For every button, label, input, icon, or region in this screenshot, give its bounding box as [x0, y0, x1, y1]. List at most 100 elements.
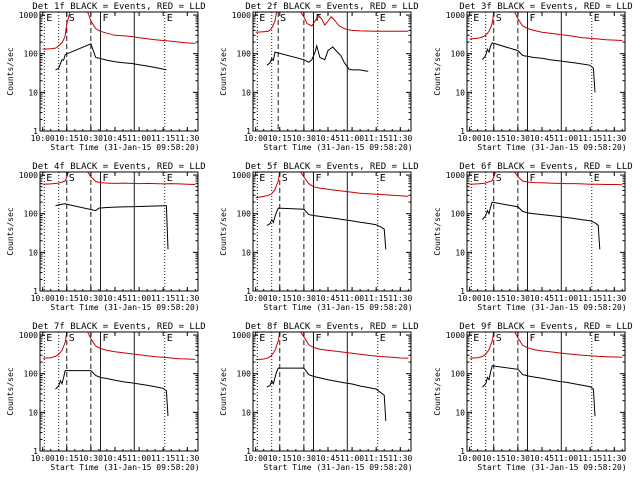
x-tick-label: 11:30: [175, 454, 199, 463]
event-marker-label: E: [167, 173, 173, 184]
x-tick-label: 10:30: [79, 454, 103, 463]
x-tick-label: 11:30: [388, 294, 412, 303]
x-tick-label: 10:00: [31, 454, 55, 463]
x-tick-label: 10:15: [55, 454, 79, 463]
x-axis-label: Start Time (31-Jan-15 09:58:20): [477, 303, 626, 312]
x-tick-label: 10:30: [292, 134, 316, 143]
event-marker-label: F: [103, 173, 109, 184]
x-tick-label: 10:45: [530, 294, 554, 303]
x-tick-label: 11:00: [554, 134, 578, 143]
event-marker-label: E: [380, 173, 386, 184]
series-line-events: [482, 365, 596, 417]
x-tick-label: 11:15: [578, 134, 602, 143]
event-marker-label: S: [282, 173, 288, 184]
series-line-lld: [469, 332, 623, 359]
event-marker-label: E: [473, 333, 479, 344]
x-axis-label: Start Time (31-Jan-15 09:58:20): [477, 143, 626, 152]
x-tick-label: 10:45: [103, 454, 127, 463]
series-line-lld: [42, 332, 196, 360]
series-line-events: [266, 367, 387, 421]
x-tick-label: 10:15: [482, 454, 506, 463]
y-axis-label: Counts/sec: [433, 47, 442, 95]
y-tick-label: 10: [28, 408, 38, 417]
y-tick-label: 100: [451, 370, 466, 379]
x-tick-label: 11:00: [127, 134, 151, 143]
y-tick-label: 10: [455, 88, 465, 97]
y-tick-label: 1: [460, 127, 465, 136]
series-line-lld: [469, 172, 623, 186]
y-tick-label: 100: [237, 370, 252, 379]
series-line-events: [482, 42, 596, 93]
x-tick-label: 11:30: [602, 294, 626, 303]
x-tick-label: 11:30: [388, 134, 412, 143]
y-tick-label: 1: [246, 447, 251, 456]
event-marker-label: S: [496, 13, 502, 24]
event-marker-label: E: [259, 333, 265, 344]
x-tick-label: 10:30: [79, 294, 103, 303]
x-axis-label: Start Time (31-Jan-15 09:58:20): [50, 303, 199, 312]
y-tick-label: 1000: [232, 331, 251, 340]
event-marker-label: E: [46, 333, 52, 344]
event-marker-label: S: [282, 333, 288, 344]
axes-frame: [252, 171, 412, 292]
x-tick-label: 11:30: [175, 294, 199, 303]
y-tick-label: 10: [241, 248, 251, 257]
y-tick-label: 10: [241, 408, 251, 417]
x-tick-label: 10:00: [31, 294, 55, 303]
panel-title: Det 3f BLACK = Events, RED = LLD: [459, 2, 632, 12]
series-line-events: [266, 207, 387, 250]
event-marker-label: E: [46, 173, 52, 184]
x-tick-label: 11:00: [340, 454, 364, 463]
axes-frame: [252, 331, 412, 452]
event-marker-label: F: [316, 13, 322, 24]
axes-frame: [466, 331, 626, 452]
event-marker-label: E: [167, 13, 173, 24]
x-tick-label: 11:15: [364, 294, 388, 303]
event-marker-label: F: [530, 13, 536, 24]
x-tick-label: 11:30: [602, 134, 626, 143]
panel-title: Det 2f BLACK = Events, RED = LLD: [245, 2, 418, 12]
event-marker-label: F: [316, 173, 322, 184]
series-line-lld: [255, 12, 409, 33]
panel-title: Det 9f BLACK = Events, RED = LLD: [459, 322, 632, 332]
x-tick-label: 10:00: [244, 134, 268, 143]
event-marker-label: S: [69, 13, 75, 24]
x-tick-label: 11:30: [175, 134, 199, 143]
series-line-events: [55, 203, 169, 250]
panel-title: Det 7f BLACK = Events, RED = LLD: [32, 322, 205, 332]
series-line-lld: [42, 172, 196, 185]
axes-frame: [466, 171, 626, 292]
event-marker-label: S: [69, 333, 75, 344]
y-tick-label: 10: [28, 248, 38, 257]
y-axis-label: Counts/sec: [6, 367, 15, 415]
x-tick-label: 10:30: [506, 454, 530, 463]
x-axis-label: Start Time (31-Jan-15 09:58:20): [477, 463, 626, 472]
x-tick-label: 10:30: [506, 134, 530, 143]
series-line-lld: [42, 12, 196, 50]
y-tick-label: 1000: [232, 171, 251, 180]
y-axis-label: Counts/sec: [433, 207, 442, 255]
x-tick-label: 10:45: [316, 294, 340, 303]
y-tick-label: 1: [246, 127, 251, 136]
x-tick-label: 10:00: [458, 294, 482, 303]
y-tick-label: 1000: [446, 11, 465, 20]
x-tick-label: 10:30: [506, 294, 530, 303]
axes-frame: [252, 11, 412, 132]
x-tick-label: 11:00: [554, 294, 578, 303]
y-axis-label: Counts/sec: [219, 367, 228, 415]
y-tick-label: 1: [246, 287, 251, 296]
series-line-events: [55, 43, 167, 71]
event-marker-label: S: [69, 173, 75, 184]
event-marker-label: E: [473, 13, 479, 24]
series-line-lld: [255, 332, 409, 361]
x-axis-label: Start Time (31-Jan-15 09:58:20): [263, 303, 412, 312]
x-axis-label: Start Time (31-Jan-15 09:58:20): [50, 143, 199, 152]
x-axis-label: Start Time (31-Jan-15 09:58:20): [263, 143, 412, 152]
y-tick-label: 10: [241, 88, 251, 97]
panel-title: Det 1f BLACK = Events, RED = LLD: [32, 2, 205, 12]
y-axis-label: Counts/sec: [219, 207, 228, 255]
y-tick-label: 1: [460, 287, 465, 296]
